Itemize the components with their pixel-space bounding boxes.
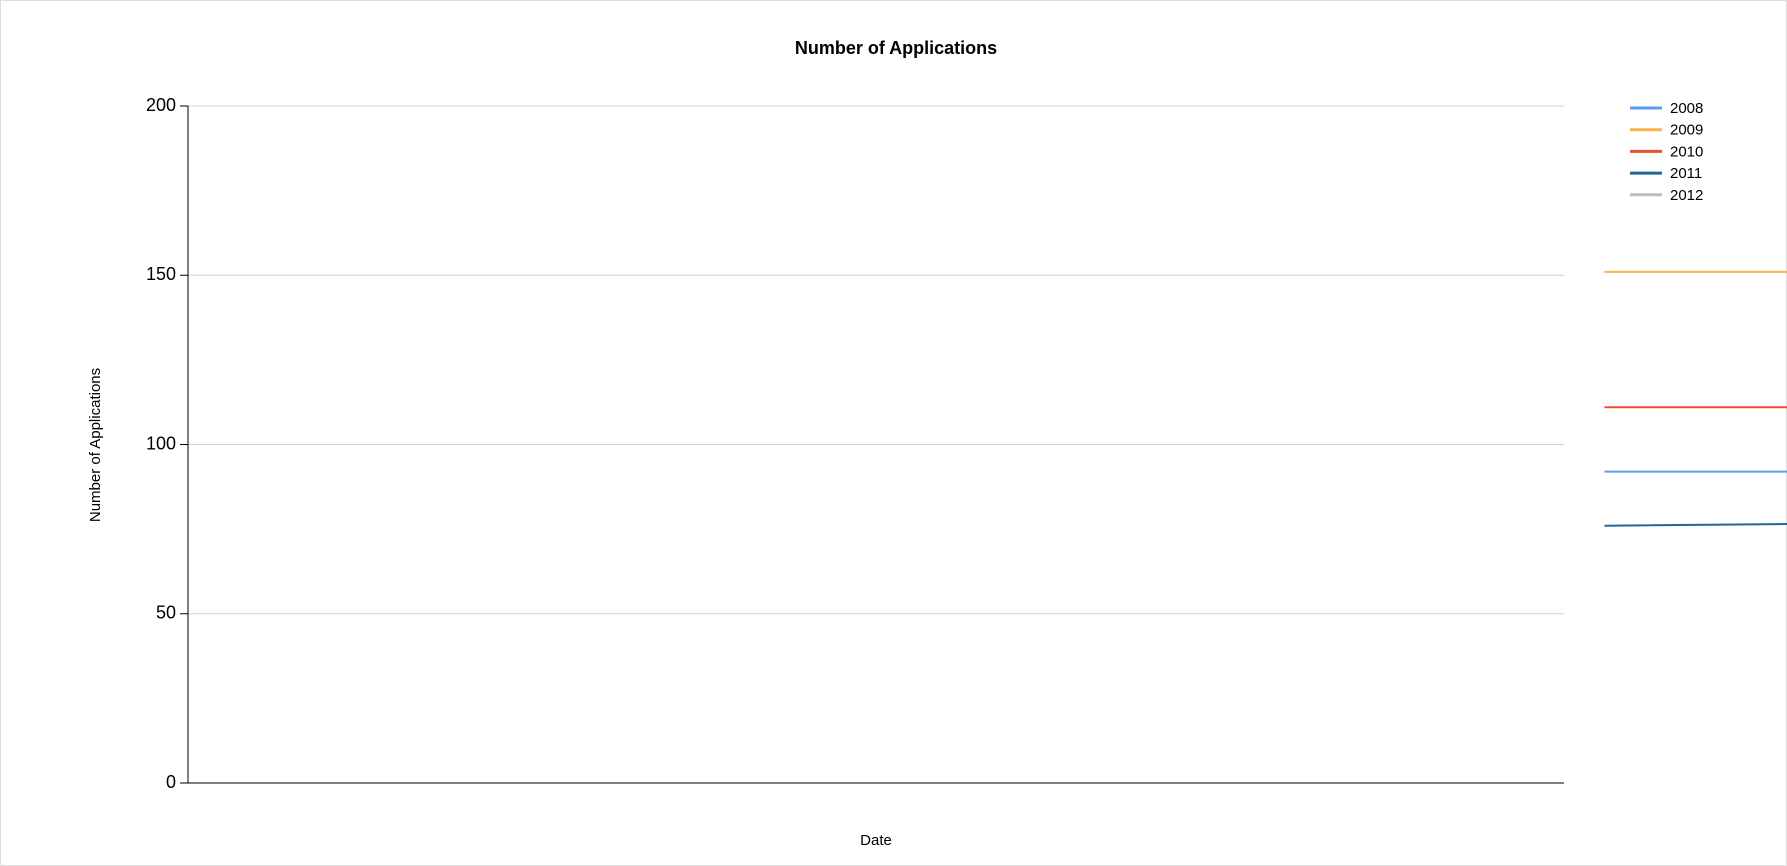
y-tick-label: 50: [156, 603, 176, 623]
x-axis-label: Date: [860, 832, 892, 849]
y-tick-label: 100: [146, 433, 176, 453]
chart-title: Number of Applications: [795, 38, 997, 58]
y-axis-label: Number of Applications: [87, 368, 104, 522]
legend-label: 2009: [1670, 122, 1703, 139]
y-tick-label: 0: [166, 772, 176, 792]
legend-label: 2010: [1670, 143, 1703, 160]
y-tick-label: 200: [146, 95, 176, 115]
legend-label: 2012: [1670, 187, 1703, 204]
y-tick-label: 150: [146, 264, 176, 284]
legend-label: 2011: [1670, 165, 1702, 182]
legend-label: 2008: [1670, 100, 1703, 117]
